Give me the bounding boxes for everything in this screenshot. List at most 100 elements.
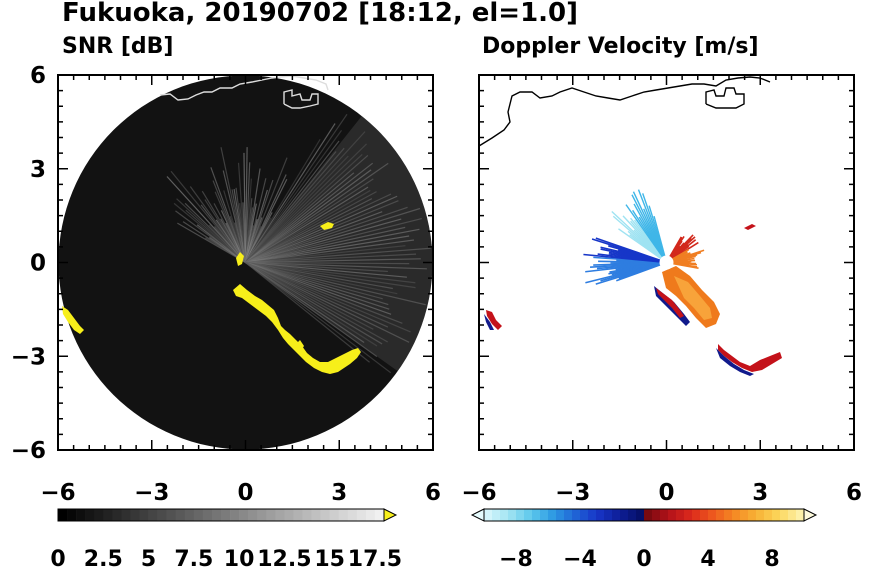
snr-colorbar-swatch xyxy=(347,509,358,521)
snr-noise-ray xyxy=(245,239,415,264)
doppler-coastline-harbor xyxy=(705,87,745,109)
doppler-colorbar-swatch xyxy=(620,509,629,521)
doppler-colorbar-swatch xyxy=(772,509,781,521)
doppler-colorbar-swatch xyxy=(644,509,653,521)
snr-noise-ray xyxy=(245,261,416,284)
snr-colorbar-swatch xyxy=(338,509,349,521)
snr-colorbar-swatch xyxy=(103,509,113,521)
y-tick-label: −3 xyxy=(11,344,46,370)
doppler-colorbar-swatch xyxy=(484,509,493,521)
snr-noise-ray xyxy=(245,226,406,264)
doppler-colorbar-swatch xyxy=(796,509,805,521)
snr-colorbar-swatch xyxy=(284,509,294,521)
snr-noise-ray xyxy=(245,154,369,263)
y-tick-label: −6 xyxy=(11,438,46,464)
snr-noise-ray xyxy=(245,153,363,263)
snr-colorbar-label: 10 xyxy=(224,547,255,570)
snr-panel xyxy=(57,74,434,451)
snr-colorbar-swatch xyxy=(193,509,204,521)
snr-colorbar-swatch xyxy=(275,509,285,521)
doppler-colorbar-swatch xyxy=(636,509,645,521)
x-tick-label: −3 xyxy=(134,480,169,506)
snr-colorbar-swatch xyxy=(67,509,77,521)
snr-noise-ray xyxy=(244,123,336,263)
snr-noise-ray xyxy=(245,218,402,264)
doppler-colorbar-label: 4 xyxy=(700,547,715,570)
snr-noise-ray xyxy=(245,169,372,263)
x-tick-label: −6 xyxy=(40,480,75,506)
snr-colorbar-swatch xyxy=(365,509,376,521)
snr-colorbar-swatch xyxy=(293,509,303,521)
doppler-colorbar-swatch xyxy=(532,509,541,521)
x-tick-label: 6 xyxy=(846,480,862,506)
snr-noise-ray xyxy=(245,129,342,263)
snr-colorbar-swatch xyxy=(230,509,240,521)
snr-colorbar-swatch xyxy=(257,509,267,521)
snr-colorbar-swatch xyxy=(139,509,149,521)
snr-noise-ray xyxy=(245,151,337,263)
y-tick-label: 3 xyxy=(30,157,46,183)
x-tick-label: −6 xyxy=(461,480,496,506)
doppler-echo-areas xyxy=(484,224,782,376)
snr-colorbar-swatch xyxy=(175,509,186,521)
snr-noise-ray xyxy=(245,261,416,289)
doppler-echo-west xyxy=(486,310,502,330)
doppler-ray-approach xyxy=(653,215,668,263)
snr-colorbar-swatch xyxy=(76,509,86,521)
snr-noise-ray xyxy=(245,261,410,265)
snr-noise-ray xyxy=(245,155,349,263)
doppler-colorbar-swatch xyxy=(724,509,733,521)
snr-colorbar-swatch xyxy=(85,509,95,521)
snr-colorbar-swatch xyxy=(58,509,68,521)
doppler-colorbar-swatch xyxy=(580,509,589,521)
snr-noise-ray xyxy=(245,261,407,278)
snr-noise-ray xyxy=(245,253,417,264)
doppler-colorbar-swatch xyxy=(564,509,573,521)
snr-axis-ticks xyxy=(57,74,434,451)
snr-noise-ray xyxy=(245,261,390,310)
y-tick-label: 6 xyxy=(30,63,46,89)
snr-noise-ray xyxy=(245,261,392,315)
doppler-colorbar-frame xyxy=(483,508,805,522)
doppler-axis-ticks xyxy=(478,74,855,451)
snr-noise-ray xyxy=(245,198,373,264)
doppler-colorbar-swatch xyxy=(516,509,525,521)
snr-echo-areas xyxy=(62,222,361,374)
snr-colorbar-swatch xyxy=(239,509,249,521)
snr-noise-ray xyxy=(245,186,369,264)
snr-colorbar-swatch xyxy=(356,509,367,521)
snr-noise-ray xyxy=(245,261,398,295)
doppler-colorbar-swatch xyxy=(708,509,717,521)
snr-noise-ray xyxy=(245,147,345,263)
snr-noise-ray xyxy=(245,261,411,333)
snr-noise-ray xyxy=(245,247,431,264)
doppler-colorbar-swatch xyxy=(596,509,605,521)
snr-noise-fan xyxy=(166,113,433,374)
x-tick-label: 3 xyxy=(331,480,347,506)
snr-colorbar-label: 17.5 xyxy=(348,547,402,570)
snr-echo-main xyxy=(233,284,361,374)
doppler-colorbar-swatch xyxy=(756,509,765,521)
snr-colorbar-swatch xyxy=(157,509,167,521)
snr-noise-ray xyxy=(245,261,383,300)
snr-echo-center xyxy=(236,252,244,266)
doppler-colorbar-swatch xyxy=(524,509,533,521)
x-tick-label: 3 xyxy=(752,480,768,506)
snr-colorbar-swatch xyxy=(374,509,385,521)
snr-noise-ray xyxy=(245,262,378,358)
doppler-colorbar-label: 8 xyxy=(764,547,779,570)
snr-noise-ray xyxy=(245,140,340,263)
snr-noise-ray xyxy=(245,261,426,306)
snr-noise-ray xyxy=(245,261,389,328)
doppler-colorbar-swatch xyxy=(740,509,749,521)
doppler-colorbar-swatch xyxy=(660,509,669,521)
snr-colorbar-swatch xyxy=(211,509,222,521)
snr-noise-ray xyxy=(245,261,374,330)
snr-colorbar-swatch xyxy=(112,509,122,521)
snr-colorbar-swatch xyxy=(148,509,158,521)
snr-colorbar-swatch xyxy=(329,509,340,521)
snr-noise-ray xyxy=(245,193,392,264)
doppler-colorbar-swatch xyxy=(492,509,501,521)
snr-noise-ray xyxy=(245,131,366,263)
snr-noise-ray xyxy=(245,262,370,363)
